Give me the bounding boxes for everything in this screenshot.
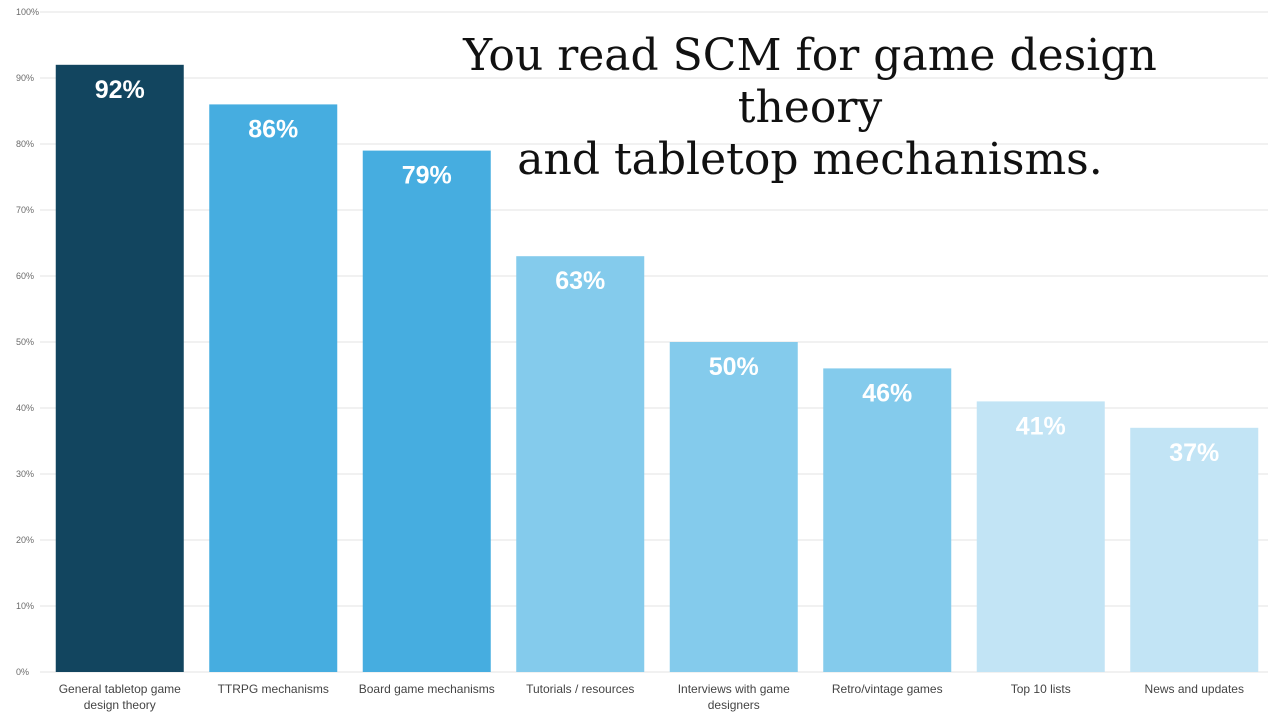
bar [55, 64, 184, 673]
y-tick-label: 40% [16, 403, 34, 413]
data-label: 63% [555, 267, 605, 295]
y-tick-label: 10% [16, 601, 34, 611]
category-label: Retro/vintage games [832, 682, 943, 696]
bar [1130, 427, 1259, 672]
category-label: Board game mechanisms [359, 682, 495, 696]
y-tick-label: 50% [16, 337, 34, 347]
y-tick-label: 100% [16, 7, 39, 17]
category-label: Tutorials / resources [526, 682, 634, 696]
data-label: 41% [1016, 412, 1066, 440]
y-tick-label: 30% [16, 469, 34, 479]
y-tick-label: 90% [16, 73, 34, 83]
bar [976, 401, 1105, 672]
category-label: Interviews with game [678, 682, 790, 696]
bar [823, 368, 952, 672]
bar [669, 342, 798, 672]
data-label: 37% [1169, 439, 1219, 467]
bar [362, 150, 491, 673]
category-label: design theory [84, 698, 156, 712]
y-tick-label: 60% [16, 271, 34, 281]
chart-title-line-2: and tabletop mechanisms. [517, 134, 1103, 185]
category-label: General tabletop game [59, 682, 181, 696]
bar [516, 256, 645, 672]
category-label: News and updates [1145, 682, 1244, 696]
data-label: 86% [248, 115, 298, 143]
bar [209, 104, 338, 672]
data-label: 92% [95, 76, 145, 104]
category-label: Top 10 lists [1011, 682, 1071, 696]
chart-title: You read SCM for game design theory and … [400, 30, 1220, 186]
data-label: 79% [402, 162, 452, 190]
y-tick-label: 0% [16, 667, 29, 677]
y-tick-label: 70% [16, 205, 34, 215]
y-tick-label: 20% [16, 535, 34, 545]
data-label: 46% [862, 379, 912, 407]
y-tick-label: 80% [16, 139, 34, 149]
category-label: designers [708, 698, 760, 712]
chart-title-line-1: You read SCM for game design theory [463, 30, 1157, 133]
data-label: 50% [709, 353, 759, 381]
category-label: TTRPG mechanisms [218, 682, 329, 696]
